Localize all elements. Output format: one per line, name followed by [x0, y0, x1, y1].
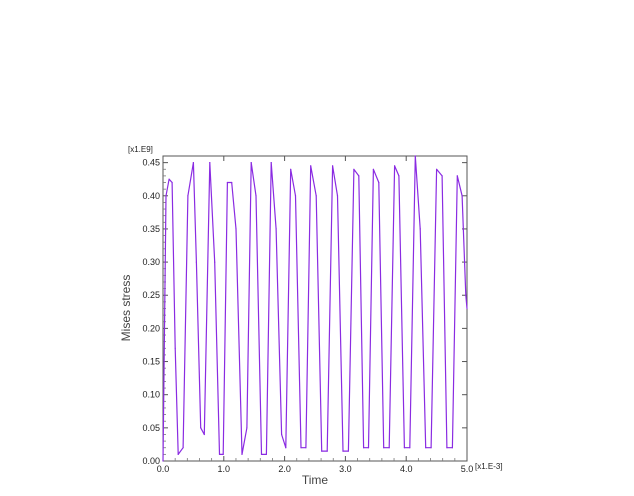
data-point	[192, 162, 194, 164]
data-point	[214, 261, 216, 263]
y-axis-title: Mises stress	[119, 275, 133, 342]
data-point	[436, 168, 438, 170]
data-point	[446, 447, 448, 449]
data-point	[241, 453, 243, 455]
data-point	[187, 195, 189, 197]
y-tick-label: 0.15	[142, 357, 160, 367]
data-point	[305, 447, 307, 449]
data-point	[466, 307, 468, 310]
data-point	[326, 450, 328, 452]
y-multiplier: [x1.E9]	[128, 145, 153, 154]
data-point	[200, 427, 202, 429]
data-point	[162, 460, 164, 462]
x-axis-title: Time	[302, 473, 329, 487]
data-point	[394, 165, 396, 167]
data-point	[378, 181, 380, 184]
x-tick-label: 2.0	[278, 464, 291, 474]
data-point	[398, 175, 400, 177]
x-tick-label: 5.0	[461, 464, 474, 474]
data-point	[265, 453, 267, 455]
data-point	[388, 447, 390, 449]
y-tick-label: 0.25	[142, 290, 160, 300]
x-axis-ticks: 0.0 1.0 2.0 3.0 4.0 5.0	[157, 156, 474, 474]
y-tick-label: 0.20	[142, 323, 160, 333]
data-point	[226, 181, 228, 184]
x-multiplier: [x1.E-3]	[475, 462, 503, 471]
data-point	[275, 228, 277, 230]
data-point	[441, 175, 443, 177]
y-tick-label: 0.45	[142, 158, 160, 168]
x-tick-label: 0.0	[157, 464, 170, 474]
data-point	[255, 195, 257, 197]
data-point	[358, 175, 360, 177]
series-line	[162, 155, 468, 462]
data-point	[235, 228, 237, 230]
data-point	[451, 447, 453, 449]
data-point	[353, 168, 355, 170]
data-point	[174, 347, 176, 349]
data-point	[231, 181, 233, 184]
data-point	[456, 175, 458, 177]
data-point	[165, 195, 167, 197]
y-tick-label: 0.05	[142, 423, 160, 433]
data-point	[177, 453, 179, 455]
data-point	[383, 447, 385, 449]
x-tick-label: 4.0	[400, 464, 413, 474]
data-point	[363, 447, 365, 449]
series-points	[162, 155, 468, 462]
y-tick-label: 0.00	[142, 456, 160, 466]
data-point	[182, 447, 184, 449]
data-point	[171, 181, 173, 184]
data-point	[332, 165, 334, 167]
data-point	[260, 453, 263, 455]
y-axis-ticks: 0.00 0.05 0.10 0.15 0.20 0.25 0.30 0.35 0.40 0.45	[142, 158, 467, 466]
data-point	[294, 195, 297, 197]
y-tick-label: 0.40	[142, 191, 160, 201]
data-point	[218, 453, 221, 455]
data-point	[222, 453, 224, 455]
data-point	[465, 294, 467, 296]
y-tick-label: 0.30	[142, 257, 160, 267]
data-point	[209, 162, 211, 164]
data-point	[342, 450, 344, 452]
data-point	[403, 447, 405, 449]
data-point	[315, 195, 317, 197]
data-point	[321, 450, 323, 452]
data-point	[168, 178, 170, 180]
data-point	[425, 447, 427, 449]
data-point	[409, 447, 411, 449]
data-point	[250, 162, 252, 164]
data-point	[336, 195, 339, 197]
x-tick-label: 3.0	[339, 464, 352, 474]
data-point	[372, 168, 374, 170]
data-point	[270, 162, 272, 164]
data-point	[430, 447, 432, 449]
data-point	[285, 447, 287, 449]
data-point	[347, 450, 349, 452]
data-point	[300, 447, 302, 449]
data-point	[419, 228, 421, 230]
data-point	[246, 427, 248, 429]
data-point	[461, 195, 463, 197]
data-point	[290, 168, 292, 170]
y-tick-label: 0.35	[142, 224, 160, 234]
y-tick-label: 0.10	[142, 390, 160, 400]
data-point	[203, 433, 205, 436]
data-point	[281, 433, 283, 436]
data-point	[195, 261, 197, 263]
data-point	[367, 447, 370, 449]
x-tick-label: 1.0	[218, 464, 231, 474]
data-point	[414, 155, 416, 157]
data-point	[310, 165, 312, 167]
